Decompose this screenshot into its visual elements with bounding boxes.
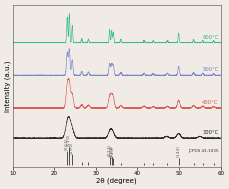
Text: (2 0 2): (2 0 2) <box>110 146 114 156</box>
Text: JCPDS 43-1035: JCPDS 43-1035 <box>188 149 218 153</box>
Y-axis label: Intensity (a.u.): Intensity (a.u.) <box>5 60 11 112</box>
Text: (2 0 0): (2 0 0) <box>70 143 74 153</box>
Text: (0 0 2): (0 0 2) <box>65 139 69 150</box>
Text: 300°C: 300°C <box>202 130 218 135</box>
Text: (2 4 0): (2 4 0) <box>111 147 115 158</box>
Text: (1 4 6): (1 4 6) <box>177 146 181 157</box>
Text: (0 2 0): (0 2 0) <box>67 136 71 146</box>
Text: 400°C: 400°C <box>202 100 218 105</box>
Text: 600°C: 600°C <box>202 35 218 40</box>
Text: (0 2 2): (0 2 2) <box>108 145 112 156</box>
X-axis label: 2θ (degree): 2θ (degree) <box>96 178 137 184</box>
Text: 500°C: 500°C <box>202 67 218 72</box>
